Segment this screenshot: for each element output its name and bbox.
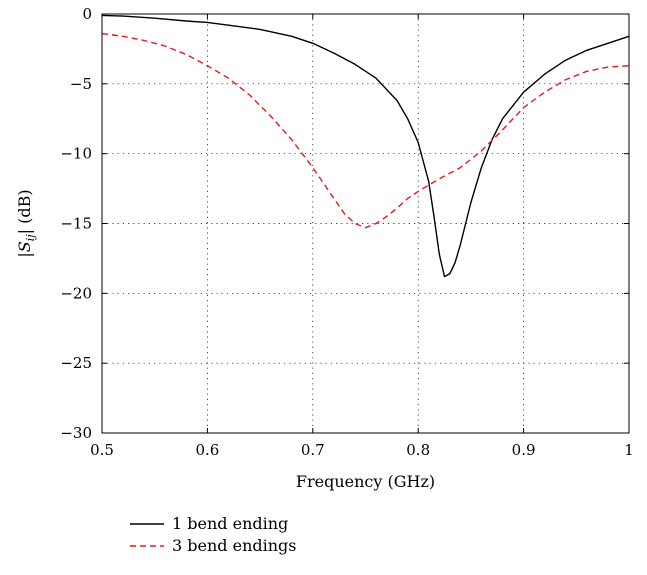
series-line-3-bend-endings: [101, 32, 630, 229]
x-axis-label: Frequency (GHz): [296, 472, 435, 491]
series-line-1-bend-ending: [101, 14, 630, 278]
legend: 1 bend ending 3 bend endings: [130, 514, 297, 555]
y-tick-label: 0: [82, 5, 92, 23]
y-tick-label: −10: [60, 145, 92, 163]
legend-label: 1 bend ending: [172, 514, 288, 533]
x-tick-label: 0.8: [406, 441, 430, 459]
x-tick-label: 0.9: [512, 441, 536, 459]
axis-ticks: [101, 13, 630, 434]
grid-lines: [102, 14, 629, 433]
y-tick-label: −15: [60, 215, 92, 233]
x-tick-label: 0.7: [301, 441, 325, 459]
y-tick-label: −25: [60, 354, 92, 372]
y-tick-label: −20: [60, 284, 92, 302]
x-tick-label: 1: [624, 441, 634, 459]
series-lines: [101, 14, 630, 278]
y-axis-label: |Sij| (dB): [15, 189, 37, 257]
x-tick-labels: 0.5 0.6 0.7 0.8 0.9 1: [90, 441, 634, 459]
y-axis-label-text: |Sij| (dB): [15, 189, 37, 257]
y-tick-label: −5: [70, 75, 92, 93]
y-tick-label: −30: [60, 424, 92, 442]
y-tick-labels: 0 −5 −10 −15 −20 −25 −30: [60, 5, 92, 442]
x-tick-label: 0.6: [195, 441, 219, 459]
x-tick-label: 0.5: [90, 441, 114, 459]
legend-label: 3 bend endings: [172, 536, 297, 555]
